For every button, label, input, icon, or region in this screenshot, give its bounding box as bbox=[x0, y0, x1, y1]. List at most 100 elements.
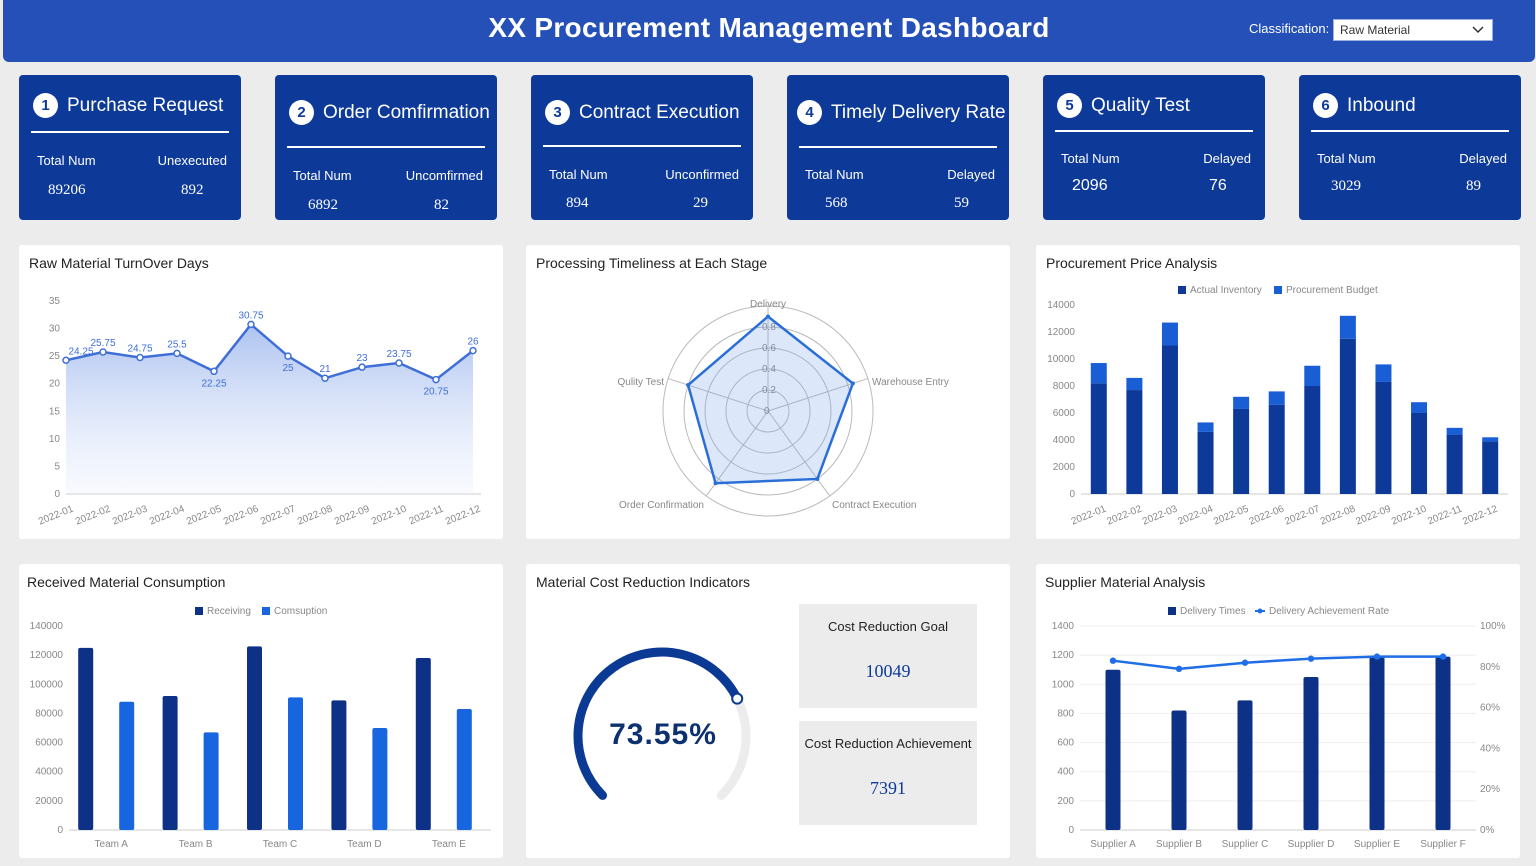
price-y-tick: 2000 bbox=[1053, 462, 1076, 473]
kpi-divider bbox=[287, 146, 485, 148]
legend-swatch-achievement-rate-dot bbox=[1257, 608, 1263, 614]
radar-ring-label: 0.2 bbox=[762, 385, 776, 396]
price-y-tick: 14000 bbox=[1047, 300, 1075, 311]
supplier-y2-tick: 0% bbox=[1480, 825, 1495, 836]
consumption-y-tick: 40000 bbox=[35, 767, 63, 778]
timeliness-radar-chart: 0 0.2 0.4 0.6 0.8 Delivery Warehouse Entry Cont… bbox=[618, 299, 949, 517]
legend-consumption: Comsuption bbox=[274, 606, 327, 617]
consumption-bar-consumption bbox=[203, 732, 219, 830]
kpi-stat1-label: Total Num bbox=[1317, 151, 1376, 166]
supplier-rate-line bbox=[1112, 655, 1443, 671]
kpi-label: Purchase Request bbox=[67, 94, 224, 116]
classification-select[interactable]: Raw Material bbox=[1333, 19, 1493, 41]
price-bar-actual bbox=[1339, 338, 1356, 494]
kpi-card-order-confirmation[interactable]: 2 Order Comfirmation Total Num Uncomfirm… bbox=[275, 75, 497, 220]
price-bar-actual bbox=[1482, 441, 1499, 494]
kpi-head: 4 Timely Delivery Rate bbox=[797, 100, 1006, 125]
consumption-x-tick: Team B bbox=[179, 839, 213, 850]
price-y-tick: 8000 bbox=[1053, 381, 1076, 392]
turnover-x-tick: 2022-05 bbox=[185, 503, 224, 527]
price-y-tick: 4000 bbox=[1053, 435, 1076, 446]
turnover-data-label: 23 bbox=[356, 353, 368, 364]
cost-achievement-label: Cost Reduction Achievement bbox=[804, 736, 972, 751]
kpi-stat2-value: 82 bbox=[434, 197, 449, 213]
kpi-stat2-value: 29 bbox=[693, 195, 708, 211]
radar-ring-label: 0.8 bbox=[762, 322, 776, 333]
price-bar-budget bbox=[1446, 427, 1463, 435]
kpi-number-badge: 5 bbox=[1057, 93, 1082, 118]
radar-indicator-label: Order Confirmation bbox=[619, 500, 704, 511]
price-bar-budget bbox=[1411, 402, 1428, 413]
turnover-data-label: 21 bbox=[319, 364, 331, 375]
consumption-x-tick: Team D bbox=[347, 839, 381, 850]
supplier-title: Supplier Material Analysis bbox=[1045, 574, 1206, 590]
kpi-card-purchase-request[interactable]: 1 Purchase Request Total Num Unexecuted … bbox=[19, 75, 241, 220]
price-bar-actual bbox=[1268, 404, 1285, 494]
supplier-bar-delivery-times bbox=[1435, 656, 1451, 830]
kpi-head: 6 Inbound bbox=[1313, 93, 1416, 118]
kpi-head: 1 Purchase Request bbox=[33, 93, 223, 118]
kpi-stat2-label: Delayed bbox=[1459, 151, 1507, 166]
supplier-y2-tick: 40% bbox=[1480, 743, 1500, 754]
turnover-y-tick: 30 bbox=[49, 324, 61, 335]
consumption-x-tick: Team C bbox=[263, 839, 297, 850]
kpi-divider bbox=[1311, 130, 1509, 132]
kpi-head: 5 Quality Test bbox=[1057, 93, 1190, 118]
radar-area bbox=[686, 314, 855, 485]
kpi-stat1-label: Total Num bbox=[293, 168, 352, 183]
kpi-card-contract-execution[interactable]: 3 Contract Execution Total Num Unconfirm… bbox=[531, 75, 753, 220]
kpi-card-timely-delivery-rate[interactable]: 4 Timely Delivery Rate Total Num Delayed… bbox=[787, 75, 1009, 220]
turnover-data-label: 22.25 bbox=[201, 378, 226, 389]
consumption-title: Received Material Consumption bbox=[27, 574, 226, 590]
cost-gauge-chart bbox=[573, 647, 751, 800]
price-bar-chart: 020004000600080001000012000140002022-012… bbox=[1047, 285, 1508, 528]
consumption-bar-receiving bbox=[162, 695, 178, 830]
radar-ring-label: 0.6 bbox=[762, 343, 776, 354]
turnover-point bbox=[62, 356, 70, 365]
supplier-y2-tick: 60% bbox=[1480, 703, 1500, 714]
price-x-tick: 2022-01 bbox=[1070, 503, 1109, 527]
timeliness-panel: 0 0.2 0.4 0.6 0.8 Delivery Warehouse Entry Cont… bbox=[526, 245, 1010, 539]
kpi-stat1-value: 6892 bbox=[308, 197, 338, 213]
supplier-rate-point bbox=[1109, 657, 1117, 664]
turnover-y-tick: 25 bbox=[49, 351, 61, 362]
turnover-title: Raw Material TurnOver Days bbox=[29, 255, 209, 271]
kpi-stat1-label: Total Num bbox=[37, 153, 96, 168]
kpi-stat1-label: Total Num bbox=[549, 167, 608, 182]
radar-spoke bbox=[767, 410, 831, 497]
price-bar-budget bbox=[1375, 364, 1392, 382]
cost-achievement-card: Cost Reduction Achievement 7391 bbox=[799, 721, 977, 825]
gauge-handle bbox=[731, 692, 744, 705]
supplier-rate-point bbox=[1307, 655, 1315, 662]
price-x-tick: 2022-12 bbox=[1461, 503, 1500, 527]
kpi-number-badge: 3 bbox=[545, 100, 570, 125]
kpi-divider bbox=[31, 131, 229, 133]
kpi-stat2-label: Delayed bbox=[947, 167, 995, 182]
turnover-x-tick: 2022-07 bbox=[259, 503, 298, 527]
price-bar-budget bbox=[1482, 437, 1499, 442]
turnover-x-tick: 2022-08 bbox=[296, 503, 335, 527]
kpi-stat2-label: Unconfirmed bbox=[665, 167, 739, 182]
kpi-label: Order Comfirmation bbox=[323, 101, 490, 123]
consumption-y-tick: 0 bbox=[57, 825, 63, 836]
price-x-tick: 2022-10 bbox=[1390, 503, 1429, 527]
supplier-y-tick: 800 bbox=[1057, 708, 1074, 719]
consumption-bar-consumption bbox=[456, 709, 472, 830]
kpi-card-quality-test[interactable]: 5 Quality Test Total Num Delayed 2096 76 bbox=[1043, 75, 1265, 220]
supplier-y2-tick: 20% bbox=[1480, 784, 1500, 795]
turnover-data-label: 26 bbox=[467, 337, 479, 348]
consumption-bar-chart: 0 20000 40000 60000 80000 100000 120000 140000 T… bbox=[30, 606, 491, 850]
price-bar-budget bbox=[1161, 322, 1178, 346]
supplier-bar-delivery-times bbox=[1369, 656, 1385, 830]
supplier-rate-point bbox=[1175, 665, 1183, 673]
kpi-card-inbound[interactable]: 6 Inbound Total Num Delayed 3029 89 bbox=[1299, 75, 1521, 220]
consumption-x-tick: Team E bbox=[432, 839, 466, 850]
turnover-data-label: 30.75 bbox=[238, 310, 263, 321]
turnover-point bbox=[395, 359, 403, 367]
consumption-bar-consumption bbox=[119, 701, 135, 830]
turnover-point bbox=[210, 367, 218, 376]
legend-achievement-rate: Delivery Achievement Rate bbox=[1269, 606, 1389, 617]
kpi-divider bbox=[799, 146, 997, 148]
turnover-chart: 0 5 10 15 20 25 30 35 24.25 2022-01 25.75 2022-02 24… bbox=[37, 296, 483, 528]
price-bar-budget bbox=[1197, 422, 1214, 432]
